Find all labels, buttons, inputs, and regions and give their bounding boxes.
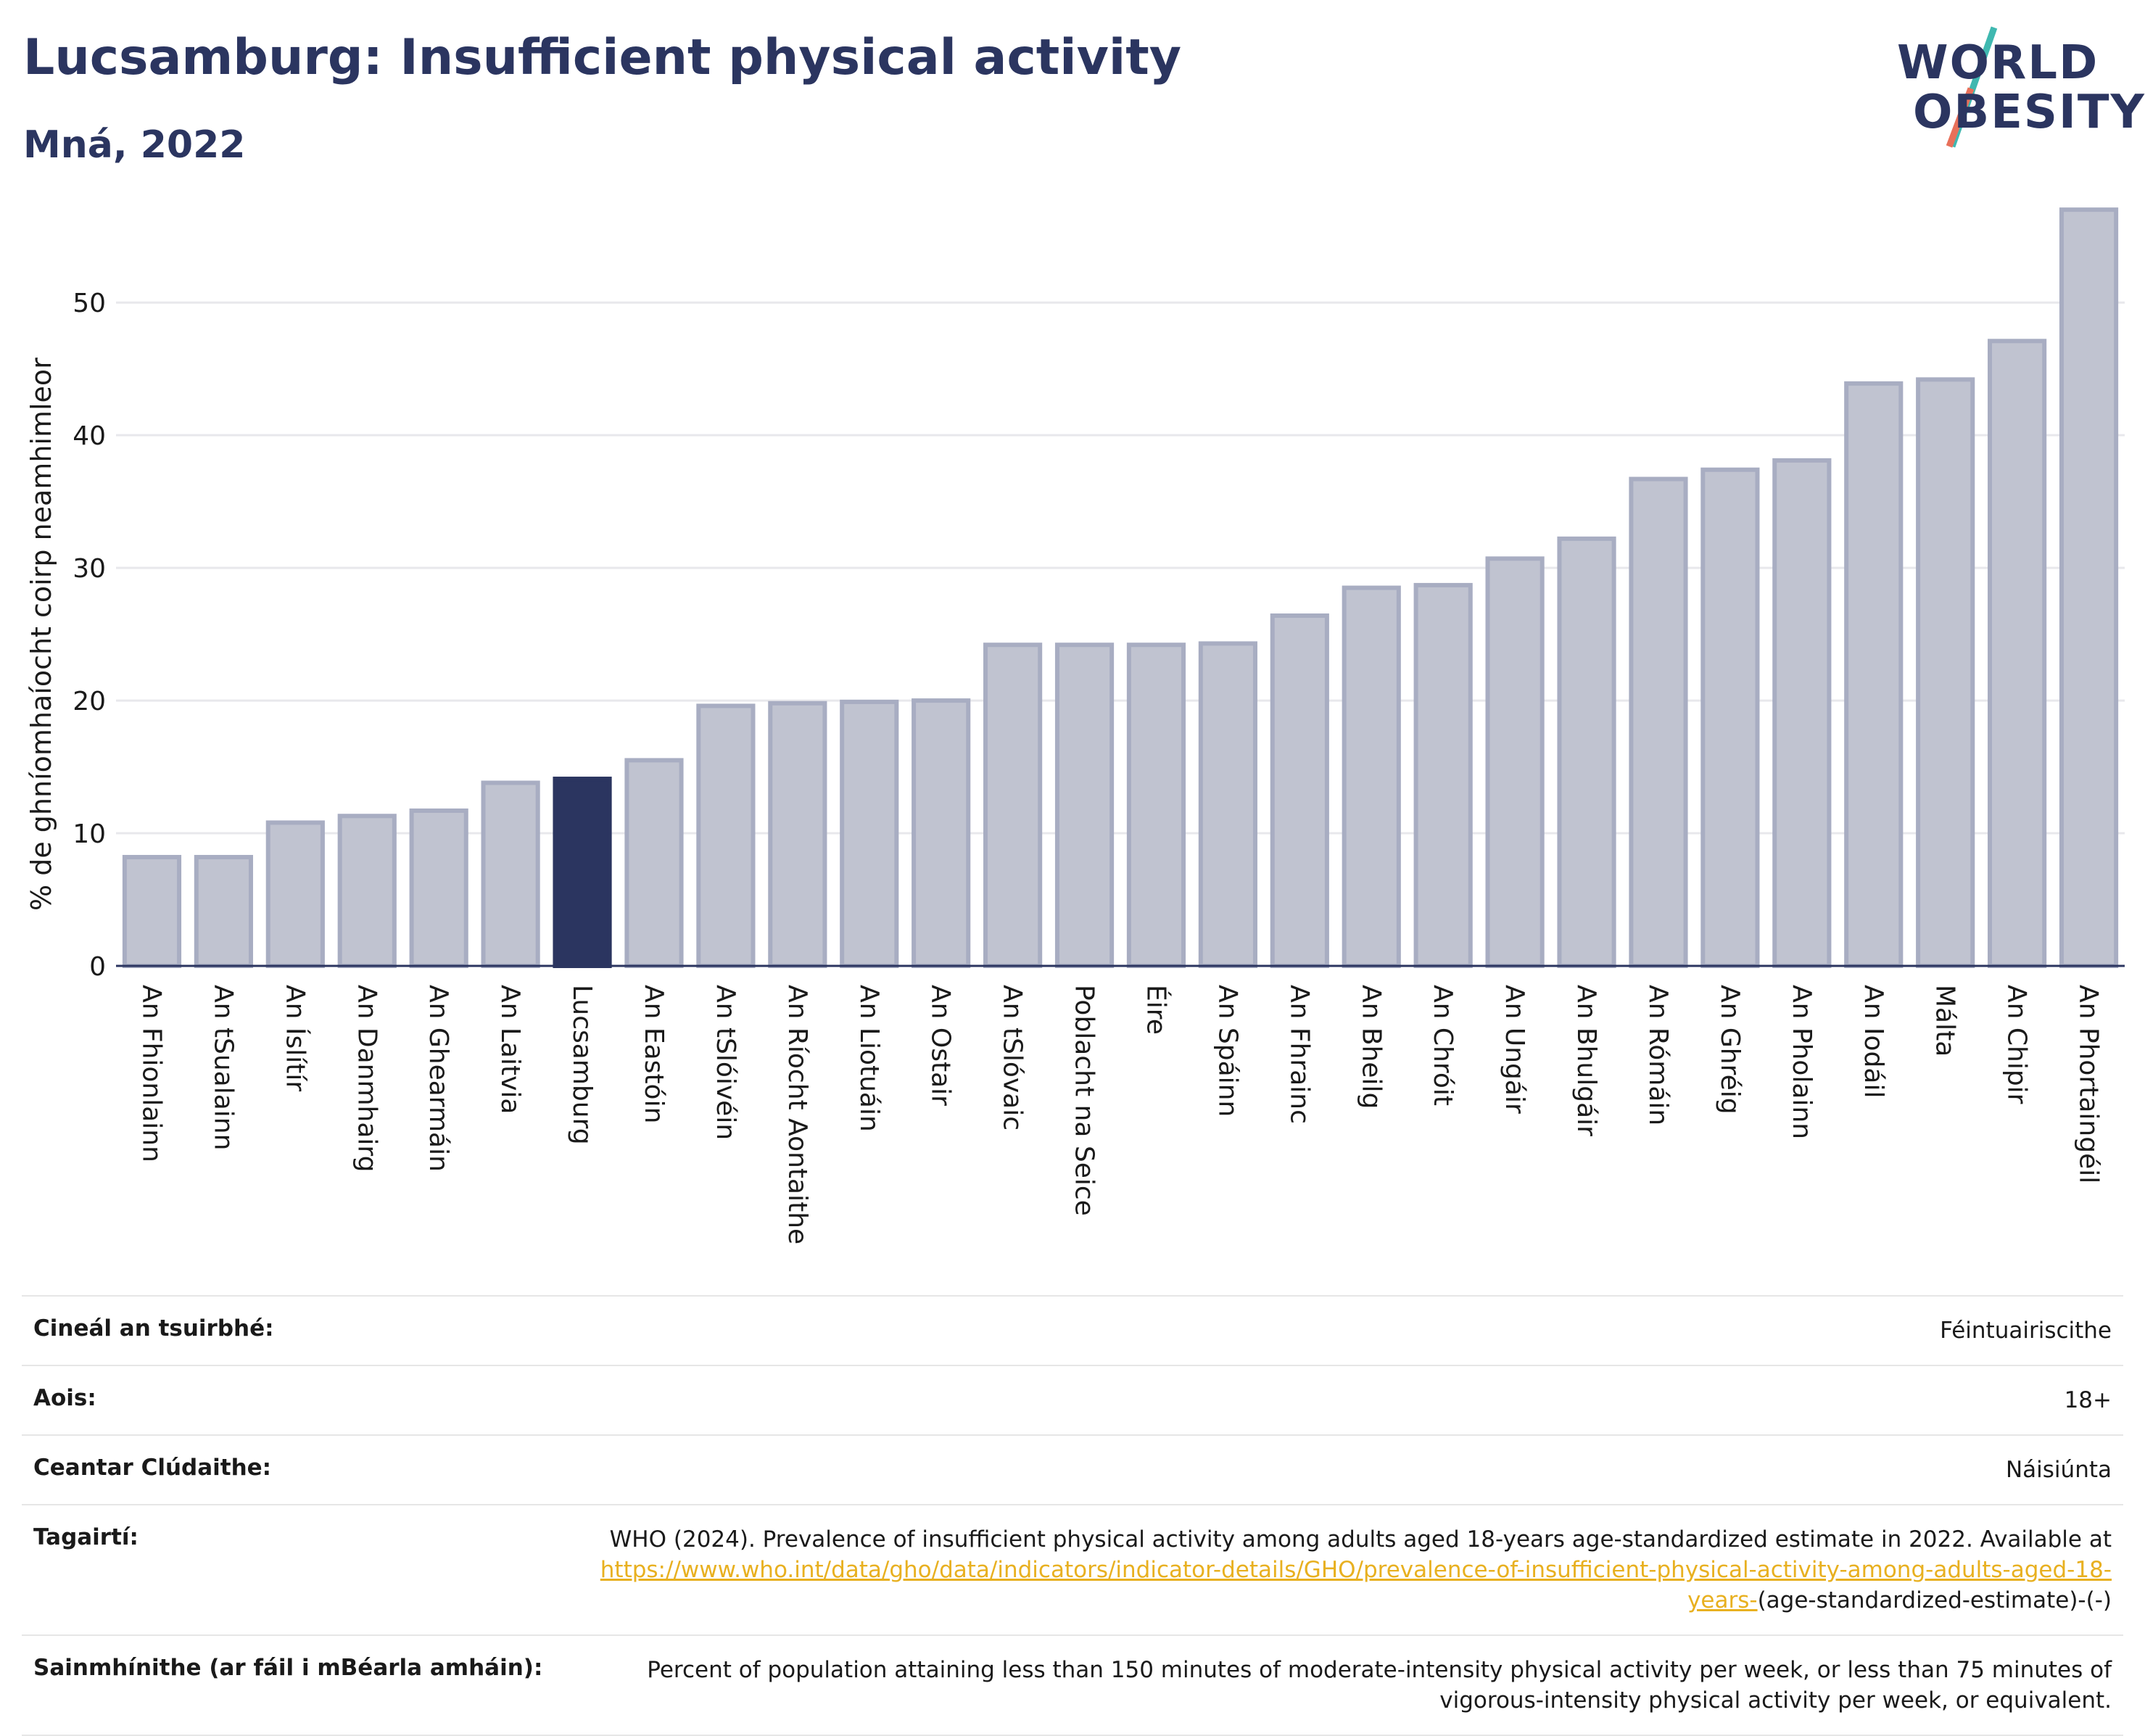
- x-tick-label: An Laitvia: [495, 985, 525, 1115]
- bar: [1988, 339, 2047, 968]
- meta-value: Náisiúnta: [2005, 1457, 2112, 1483]
- meta-label: Aois:: [33, 1385, 96, 1411]
- bar: [194, 854, 253, 968]
- bar: [983, 642, 1043, 969]
- x-tick-label: An Fhionlainn: [136, 985, 166, 1162]
- meta-row-coverage: Ceantar Clúdaithe: Náisiúnta: [22, 1434, 2123, 1504]
- bar: [1198, 641, 1257, 968]
- x-tick-label: An Ríocht Aontaithe: [782, 985, 812, 1244]
- bar: [1844, 381, 1904, 969]
- meta-label: Ceantar Clúdaithe:: [33, 1455, 272, 1481]
- x-tick-label: An tSlóivéin: [711, 985, 740, 1140]
- meta-value: WHO (2024). Prevalence of insufficient p…: [560, 1524, 2112, 1616]
- x-tick-label: An Spáinn: [1212, 985, 1242, 1117]
- meta-row-age: Aois: 18+: [22, 1365, 2123, 1434]
- logo-word-obesity: OBESITY: [1913, 86, 2145, 139]
- reference-text: WHO (2024). Prevalence of insufficient p…: [609, 1526, 2112, 1553]
- page-title: Lucsamburg: Insufficient physical activi…: [23, 29, 1182, 86]
- meta-label: Cineál an tsuirbhé:: [33, 1315, 274, 1342]
- meta-label: Tagairtí:: [33, 1524, 139, 1550]
- x-tick-label: An Fhrainc: [1284, 985, 1314, 1124]
- x-tick-label: An Ostair: [926, 985, 956, 1106]
- x-tick-label: An Eastóin: [639, 985, 669, 1123]
- y-tick-label: 10: [73, 819, 106, 849]
- bar: [409, 808, 468, 968]
- y-tick-labels: 0 10 20 30 40 50: [73, 289, 106, 982]
- bar: [912, 698, 971, 969]
- bar: [1270, 613, 1329, 969]
- bar: [2059, 207, 2119, 968]
- bar: [1629, 476, 1688, 968]
- x-tick-label: An Danmhairg: [352, 985, 381, 1172]
- bar: [1485, 556, 1545, 968]
- meta-value: Percent of population attaining less tha…: [647, 1657, 2112, 1714]
- x-tick-label: An tSlóvaic: [998, 985, 1028, 1131]
- meta-row-definitions: Sainmhínithe (ar fáil i mBéarla amháin):…: [22, 1634, 2123, 1736]
- bar: [481, 780, 540, 969]
- bar: [122, 854, 182, 968]
- y-tick-label: 40: [73, 421, 106, 451]
- y-axis-label: % de ghníomhaíocht coirp neamhimleor: [25, 357, 57, 911]
- bar: [840, 699, 899, 968]
- x-tick-label: An Liotuáin: [854, 985, 884, 1132]
- logo-word-world: WORLD: [1897, 36, 2099, 90]
- x-tick-label: An tSualainn: [208, 985, 238, 1150]
- bar: [337, 814, 397, 969]
- meta-row-references: Tagairtí: WHO (2024). Prevalence of insu…: [22, 1504, 2123, 1634]
- y-tick-label: 20: [73, 687, 106, 716]
- x-tick-label: An Ghréig: [1715, 985, 1745, 1115]
- page-subtitle: Mná, 2022: [23, 123, 246, 167]
- x-tick-label: An Bhulgáir: [1571, 985, 1601, 1136]
- metadata-table: Cineál an tsuirbhé: Féintuairiscithe Aoi…: [22, 1295, 2123, 1736]
- x-tick-label: An Chróit: [1428, 985, 1458, 1106]
- bar-highlight: [553, 777, 612, 968]
- bar: [1772, 458, 1832, 968]
- bar: [1700, 467, 1760, 968]
- x-tick-label: An Chipir: [2002, 985, 2032, 1104]
- x-tick-label: An Iodáil: [1859, 985, 1888, 1098]
- meta-value: 18+: [2064, 1387, 2112, 1413]
- meta-value: Féintuairiscithe: [1940, 1318, 2112, 1344]
- x-tick-label: An Phortaingéil: [2074, 985, 2104, 1183]
- meta-label: Sainmhínithe (ar fáil i mBéarla amháin):: [33, 1655, 543, 1681]
- x-tick-label: An Pholainn: [1787, 985, 1817, 1139]
- bar: [1916, 377, 1975, 969]
- x-tick-label: An Rómáin: [1643, 985, 1673, 1125]
- bar: [1126, 642, 1186, 969]
- x-tick-labels: An Fhionlainn An tSualainn An Íslítír An Da…: [136, 985, 2103, 1244]
- x-tick-label: Málta: [1930, 985, 1960, 1057]
- reference-suffix: (age-standardized-estimate)-(-): [1757, 1587, 2112, 1613]
- bar: [1413, 582, 1473, 968]
- world-obesity-logo: WORLD OBESITY: [1885, 22, 2144, 152]
- x-tick-label: Poblacht na Seice: [1070, 985, 1099, 1216]
- x-tick-label: Éire: [1141, 985, 1171, 1035]
- logo-slash-icon: [1946, 26, 1998, 148]
- bar: [1054, 642, 1115, 969]
- y-tick-label: 0: [89, 952, 106, 982]
- meta-row-survey-type: Cineál an tsuirbhé: Féintuairiscithe: [22, 1295, 2123, 1365]
- y-tick-label: 50: [73, 289, 106, 318]
- reference-link[interactable]: https://www.who.int/data/gho/data/indica…: [600, 1557, 2112, 1613]
- bar: [265, 820, 325, 969]
- x-tick-label: Lucsamburg: [567, 985, 597, 1145]
- bar: [1557, 536, 1616, 968]
- bar: [1342, 585, 1401, 968]
- x-tick-label: An Íslítír: [280, 985, 310, 1091]
- bar: [624, 758, 684, 969]
- x-tick-label: An Bheilg: [1356, 985, 1386, 1109]
- bar: [768, 700, 827, 968]
- x-tick-label: An Ungáir: [1500, 985, 1529, 1114]
- y-tick-label: 30: [73, 554, 106, 584]
- bars: [122, 207, 2119, 969]
- x-tick-label: An Ghearmáin: [423, 985, 453, 1172]
- bar: [696, 703, 756, 968]
